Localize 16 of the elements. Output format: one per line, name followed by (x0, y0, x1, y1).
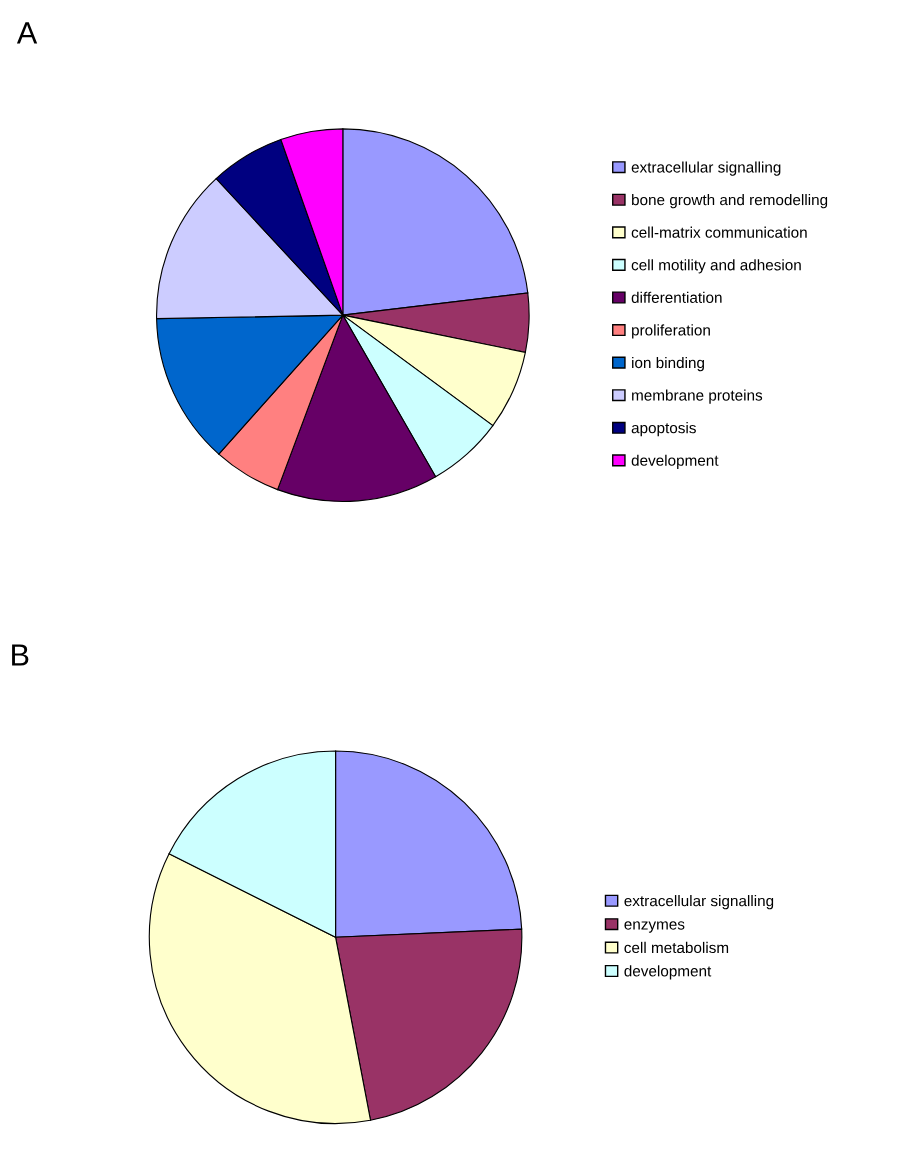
legend-label: apoptosis (631, 422, 696, 437)
legend-label: bone growth and remodelling (632, 194, 828, 209)
chart-title: B (12, 644, 29, 666)
legend-label: cell motility and adhesion (631, 259, 801, 274)
legend-label: enzymes (624, 921, 685, 933)
legend-label: proliferation (632, 324, 710, 339)
legend-label: cell metabolism (624, 941, 729, 954)
legend-label: ion binding (632, 356, 704, 372)
legend-label: extracellular signalling (624, 895, 774, 910)
legend-label: differentiation (631, 291, 722, 303)
chart-title: A (16, 22, 38, 44)
legend-label: cell-matrix communication (631, 226, 807, 238)
legend-label: extracellular signalling (631, 161, 781, 176)
legend-label: membrane proteins (632, 389, 763, 404)
legend-label: development (624, 965, 712, 980)
legend-label: development (631, 454, 719, 469)
